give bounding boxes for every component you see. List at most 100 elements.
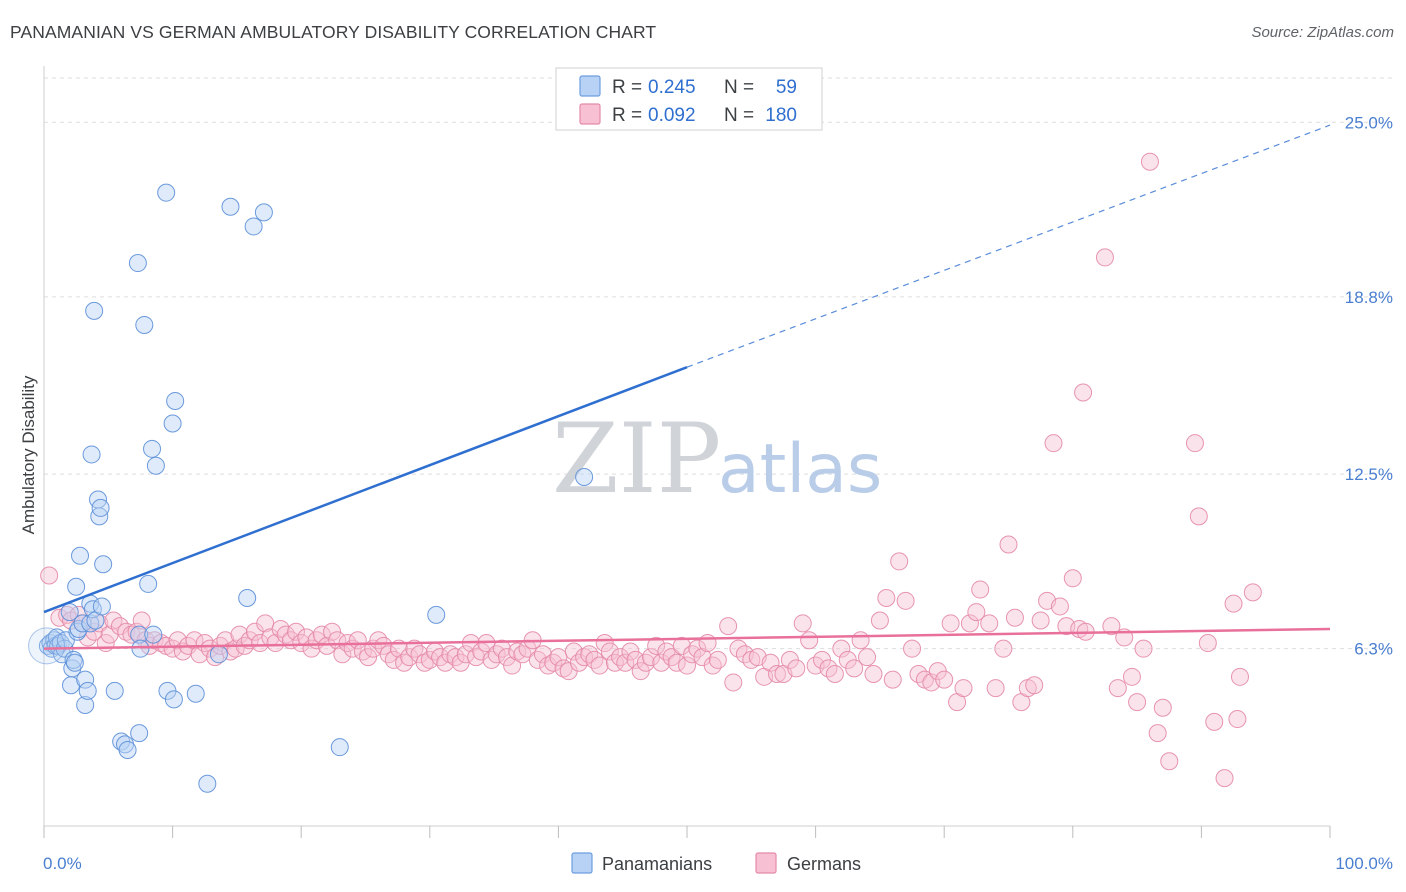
germans-point: [405, 639, 424, 658]
germans-point: [508, 642, 527, 661]
germans-point: [1025, 676, 1044, 695]
germans-point: [230, 625, 249, 644]
panamanians-point: [157, 183, 176, 202]
panamanians-point: [209, 645, 228, 664]
panamanians-point: [164, 690, 183, 709]
germans-point: [1050, 597, 1069, 616]
germans-point: [793, 614, 812, 633]
panamanians-point: [166, 391, 185, 410]
panamanians-point: [238, 589, 257, 607]
panamanians-point: [186, 684, 205, 703]
germans-point: [564, 642, 583, 661]
y-tick-label: 6.3%: [1354, 640, 1393, 659]
germans-point: [662, 648, 681, 667]
panamanians-point: [131, 639, 150, 658]
panamanians-point: [128, 254, 147, 273]
watermark-atlas: atlas: [718, 430, 882, 509]
germans-point: [967, 603, 986, 622]
germans-point: [1005, 608, 1024, 627]
legend-r-value-1: 0.245: [648, 77, 696, 98]
germans-point: [497, 648, 516, 667]
bottom-legend-panamanians: Panamanians: [602, 854, 712, 874]
germans-point: [487, 645, 506, 664]
panamanians-point: [244, 217, 263, 236]
panamanians-point: [82, 445, 101, 464]
germans-point: [600, 642, 619, 661]
germans-point: [544, 653, 563, 672]
germans-point: [960, 614, 979, 633]
germans-point: [986, 679, 1005, 698]
panamanians-trend-extension: [686, 124, 1331, 368]
germans-point: [40, 566, 59, 585]
germans-point: [616, 653, 635, 672]
germans-point: [631, 662, 650, 681]
germans-point: [374, 636, 393, 655]
germans-point: [482, 650, 501, 669]
germans-point: [621, 642, 640, 661]
germans-point: [1134, 639, 1153, 658]
source-label: Source: ZipAtlas.com: [1251, 24, 1394, 41]
germans-point: [719, 617, 738, 636]
germans-point: [1148, 724, 1167, 743]
legend-n-value-2: 180: [765, 105, 797, 126]
panamanians-point: [118, 741, 137, 759]
germans-point: [845, 659, 864, 678]
trend-layer: [43, 124, 1331, 650]
panamanians-cluster-point: [28, 627, 66, 665]
germans-point: [935, 670, 954, 689]
germans-point: [590, 656, 609, 675]
germans-point: [708, 650, 727, 669]
panamanians-point: [198, 774, 217, 793]
germans-point: [787, 659, 806, 678]
series-legend: Panamanians Germans: [571, 852, 861, 874]
watermark-zip: ZIP: [552, 403, 721, 515]
germans-point: [436, 653, 455, 672]
germans-point: [200, 639, 219, 658]
germans-point: [431, 648, 450, 667]
panamanians-point: [575, 467, 594, 486]
germans-point: [492, 639, 511, 658]
panamanians-point: [330, 738, 349, 757]
germans-point: [652, 653, 671, 672]
germans-point: [1044, 434, 1063, 453]
legend-n-value-1: 59: [776, 77, 797, 98]
legend-n-label-2: N =: [724, 105, 754, 126]
panamanians-point: [143, 439, 162, 458]
germans-point: [1228, 710, 1247, 729]
panamanians-trend-line: [43, 366, 688, 614]
germans-point: [185, 631, 204, 650]
germans-point: [698, 634, 717, 653]
germans-point: [724, 673, 743, 692]
panamanians-point: [94, 555, 113, 574]
panamanians-point: [105, 681, 124, 700]
germans-point: [883, 670, 902, 689]
germans-point: [896, 591, 915, 610]
germans-point: [1102, 617, 1121, 636]
germans-point: [395, 653, 414, 672]
germans-point: [858, 648, 877, 667]
germans-point: [1153, 698, 1172, 717]
germans-point: [626, 650, 645, 669]
germans-point: [276, 625, 295, 644]
chart-title: PANAMANIAN VS GERMAN AMBULATORY DISABILI…: [10, 22, 657, 42]
germans-point: [870, 611, 889, 630]
x-tick-label-max: 100.0%: [1335, 854, 1393, 873]
germans-point: [292, 634, 311, 653]
x-tick-label-min: 0.0%: [43, 854, 82, 873]
y-tick-label: 25.0%: [1345, 113, 1393, 132]
legend-n-label-1: N =: [724, 77, 754, 98]
germans-point: [251, 634, 270, 653]
panamanians-point: [130, 625, 149, 644]
panamanians-point: [85, 301, 104, 320]
germans-point: [999, 535, 1018, 554]
germans-point: [271, 619, 290, 638]
axis-layer: [43, 66, 1331, 838]
watermark: ZIP atlas: [552, 403, 882, 515]
germans-point: [832, 639, 851, 658]
germans-point: [1198, 634, 1217, 653]
panamanians-point: [146, 456, 165, 475]
panamanians-point: [163, 414, 182, 433]
germans-point: [800, 631, 819, 650]
panamanians-point: [92, 597, 111, 616]
